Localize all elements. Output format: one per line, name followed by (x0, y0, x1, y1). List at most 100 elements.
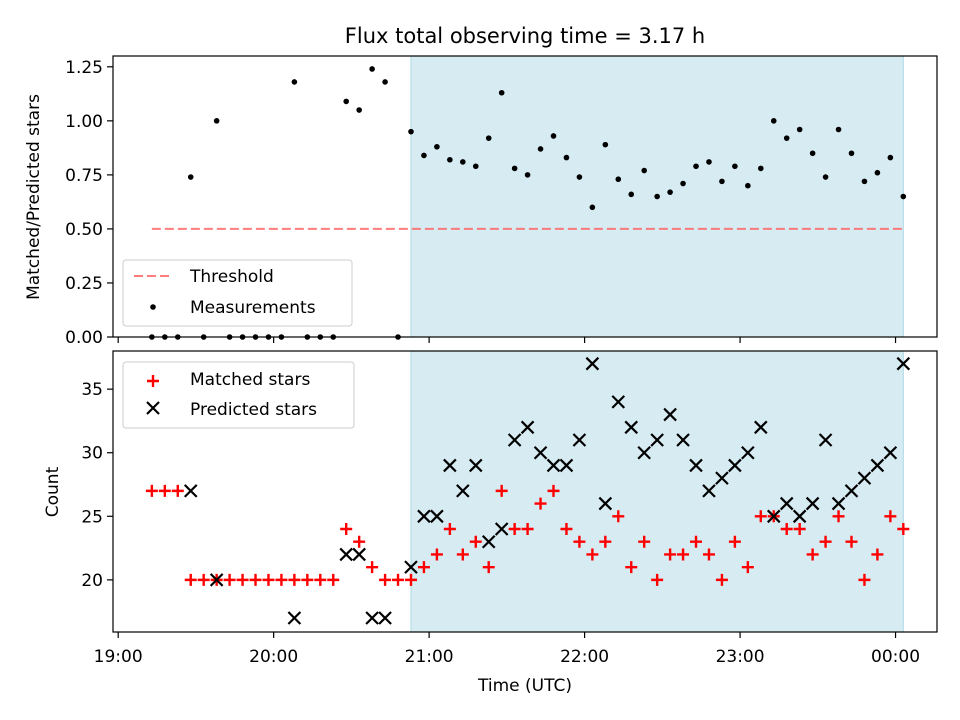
measurement-point (382, 79, 388, 85)
predicted-star-point (818, 433, 833, 447)
predicted-star-point (663, 407, 677, 422)
measurement-point (719, 178, 725, 185)
matched-star-point (638, 535, 651, 548)
predicted-star-point (520, 420, 535, 435)
predicted-star-point (533, 445, 548, 460)
matched-star-point (586, 548, 599, 561)
measurement-point (641, 167, 647, 174)
legend-matched-label: Matched stars (190, 370, 310, 390)
measurement-point (187, 174, 194, 180)
bottom-y-axis-label: Count (43, 466, 63, 517)
matched-star-point (651, 573, 664, 586)
measurement-point (900, 193, 907, 200)
measurement-point (213, 118, 220, 124)
matched-star-point (599, 535, 612, 548)
predicted-star-point (443, 458, 457, 473)
measurements-series (149, 66, 907, 340)
matched-star-point (197, 573, 210, 586)
predicted-star-point (365, 611, 379, 625)
matched-star-point (677, 548, 690, 561)
x-axis-label: Time (UTC) (477, 676, 572, 696)
matched-star-point (430, 548, 443, 561)
predicted-star-point (650, 433, 664, 447)
legend-measurements-label: Measurements (190, 298, 316, 318)
matched-star-point (612, 510, 625, 523)
predicted-star-point (494, 522, 509, 536)
predicted-star-point (883, 445, 898, 460)
matched-star-point (754, 510, 767, 523)
measurement-point (447, 156, 453, 163)
measurement-point (498, 89, 505, 96)
predicted-star-point (728, 458, 742, 473)
matched-star-point (884, 510, 897, 523)
predicted-star-point (715, 471, 729, 485)
measurement-point (576, 174, 583, 180)
top-y-axis: 0.00 0.25 0.50 0.75 1.00 1.25 (65, 58, 113, 348)
predicted-star-point (209, 573, 224, 587)
matched-star-point (379, 573, 392, 586)
measurement-point (745, 182, 751, 189)
matched-star-point (392, 573, 405, 586)
predicted-stars-series (183, 356, 911, 625)
measurement-point (770, 118, 777, 124)
top-y-tick-label: 1.25 (65, 58, 103, 78)
predicted-star-point (430, 509, 444, 524)
predicted-star-point (507, 433, 522, 447)
bottom-axes-frame (112, 350, 938, 633)
matched-star-point (521, 523, 534, 536)
measurement-point (693, 163, 699, 170)
x-tick-label: 22:00 (560, 647, 609, 667)
matched-star-point (288, 573, 301, 586)
matched-stars-series (145, 484, 910, 586)
measurement-point (485, 135, 492, 141)
measurement-point (550, 133, 557, 139)
measurement-point (343, 98, 350, 105)
predicted-star-point (896, 356, 911, 371)
measurement-point (563, 154, 570, 161)
predicted-star-point (546, 458, 561, 473)
matched-star-point (443, 523, 456, 536)
matched-star-point (741, 561, 754, 574)
predicted-star-point (779, 496, 794, 511)
legend-matched-swatch (147, 375, 159, 387)
predicted-star-point (831, 496, 846, 511)
predicted-star-point (624, 420, 639, 435)
measurement-point (589, 204, 596, 211)
predicted-star-point (352, 547, 366, 562)
matched-star-point (301, 573, 314, 586)
measurement-point (757, 165, 764, 172)
measurement-point (835, 126, 842, 133)
matched-star-point (508, 523, 521, 536)
matched-star-point (171, 484, 184, 497)
legend-predicted-swatch (146, 401, 160, 415)
matched-star-point (534, 497, 547, 510)
predicted-star-point (417, 509, 431, 524)
matched-star-point (249, 573, 262, 586)
x-tick-label: 20:00 (249, 647, 298, 667)
matched-star-point (573, 535, 586, 548)
predicted-star-point (339, 547, 353, 562)
matched-star-point (897, 523, 910, 536)
matched-star-point (184, 573, 197, 586)
legend-measurements-swatch (150, 304, 156, 310)
measurement-point (615, 176, 622, 183)
bottom-legend: Matched stars Predicted stars (122, 361, 355, 429)
matched-star-point (806, 548, 819, 561)
measurement-point (667, 189, 673, 195)
measurement-point (356, 107, 362, 113)
measurement-point (680, 180, 686, 187)
x-tick-label: 00:00 (871, 647, 920, 667)
matched-star-point (832, 510, 845, 523)
matched-star-point (145, 484, 158, 497)
predicted-star-point (559, 458, 574, 473)
measurement-point (822, 174, 829, 180)
matched-star-point (780, 523, 793, 536)
predicted-star-point (456, 484, 470, 498)
matched-star-point (702, 548, 715, 561)
measurement-point (796, 126, 803, 133)
matched-star-point (715, 573, 728, 586)
top-y-tick-label: 1.00 (65, 112, 103, 132)
predicted-star-point (378, 611, 392, 625)
